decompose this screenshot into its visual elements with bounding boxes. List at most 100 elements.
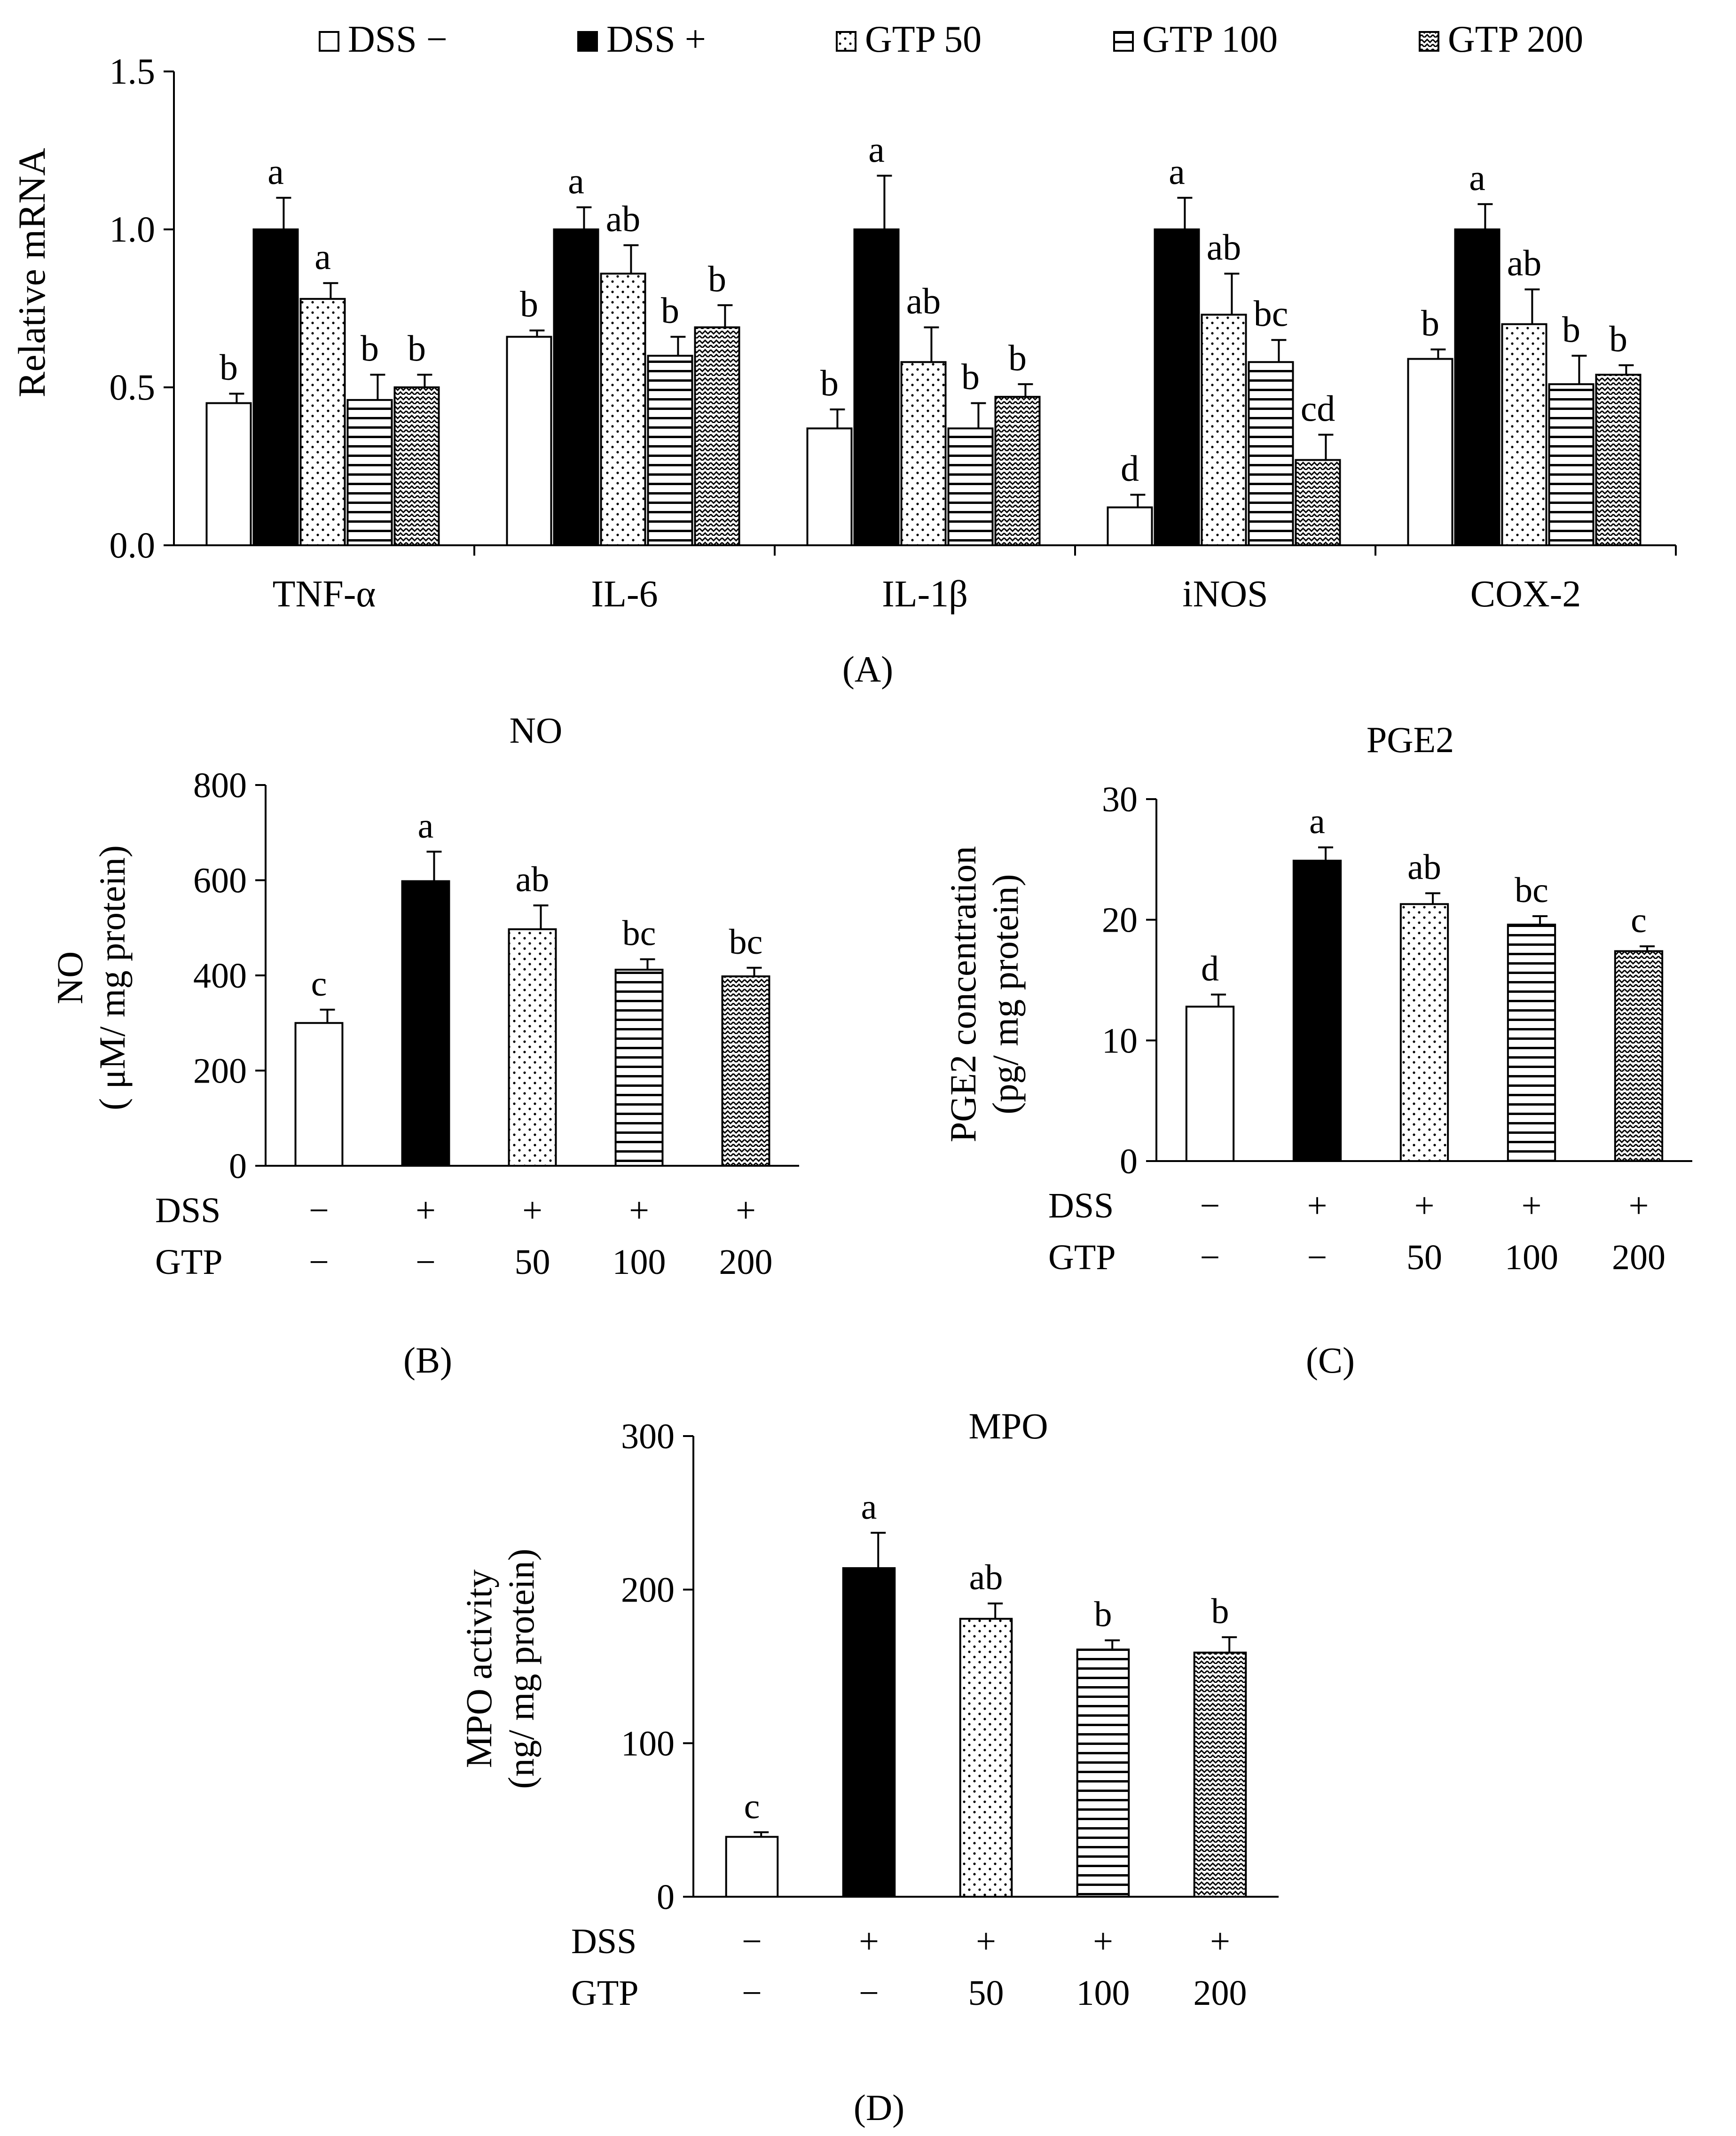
panel-d-ylabel: MPO activity <box>458 1570 499 1768</box>
panel-a-bar-3-2 <box>1201 314 1247 546</box>
panel-b-row-label-dss: DSS <box>155 1191 220 1230</box>
panel-c-gtp-value: 100 <box>1505 1238 1558 1277</box>
legend-label-gtp200: GTP 200 <box>1448 19 1583 60</box>
panel-d-significance-label-3: b <box>1094 1594 1112 1634</box>
panel-c-dss-value: + <box>1629 1186 1649 1225</box>
panel-d-gtp-value: 50 <box>968 1973 1004 2013</box>
panel-d-bar-2 <box>959 1618 1013 1898</box>
panel-d-dss-value: + <box>1093 1922 1113 1961</box>
panel-a-significance-label-1-3: b <box>661 290 679 330</box>
panel-a-category-label: IL-1β <box>882 573 968 615</box>
panel-b-bar-4 <box>721 975 770 1167</box>
panel-c-significance-label-2: ab <box>1407 848 1441 887</box>
panel-b-gtp-value: − <box>416 1242 436 1282</box>
panel-b-significance-label-1: a <box>418 806 434 846</box>
panel-a-category-label: TNF-α <box>273 573 376 615</box>
panel-a-y-tick-label: 0.5 <box>110 367 156 408</box>
panel-b-bar-3 <box>614 968 664 1167</box>
panel-d-title: MPO <box>968 1406 1048 1446</box>
panel-b-ylabel: NO <box>49 951 90 1005</box>
legend-swatch-dss-minus <box>319 31 339 52</box>
panel-a-significance-label-0-0: b <box>220 346 238 387</box>
panel-a-significance-label-3-3: bc <box>1254 293 1288 334</box>
panel-b-gtp-value: 100 <box>613 1242 666 1282</box>
panel-b-chart: NO NO ( μM/ mg protein) 0 200 400 600 800 c − −… <box>49 710 799 1282</box>
panel-c-significance-label-0: d <box>1201 949 1219 989</box>
panel-c-bar-4 <box>1614 950 1664 1162</box>
panel-a-significance-label-0-4: b <box>408 328 426 369</box>
panel-a-significance-label-0-1: a <box>267 151 284 192</box>
panel-a-caption: (A) <box>842 649 893 690</box>
panel-c-significance-label-4: c <box>1631 901 1647 940</box>
panel-c-bar-1 <box>1292 859 1342 1162</box>
legend-swatch-gtp200 <box>1419 31 1439 52</box>
panel-d-bar-1 <box>842 1567 896 1898</box>
panel-a-bar-0-4 <box>393 386 440 546</box>
panel-d-caption: (D) <box>854 2087 904 2128</box>
panel-d-row-label-gtp: GTP <box>571 1973 639 2013</box>
panel-a-significance-label-2-4: b <box>1008 337 1027 378</box>
panel-a-bar-2-4 <box>994 396 1041 546</box>
panel-a-category-label: iNOS <box>1182 573 1268 615</box>
panel-b-y-tick-label: 600 <box>193 861 247 901</box>
panel-a-significance-label-4-0: b <box>1421 302 1439 343</box>
panel-a-significance-label-0-2: a <box>314 236 331 277</box>
panel-b-significance-label-2: ab <box>516 860 550 899</box>
panel-a-bar-4-4 <box>1595 374 1642 546</box>
panel-d-dss-value: + <box>859 1922 879 1961</box>
panel-d-row-label-dss: DSS <box>571 1922 636 1961</box>
panel-d-significance-label-0: c <box>744 1787 760 1826</box>
legend-label-dss-plus: DSS + <box>606 19 706 60</box>
panel-d-significance-label-1: a <box>861 1487 877 1527</box>
panel-c-bar-3 <box>1507 923 1556 1162</box>
panel-a-bar-3-3 <box>1248 361 1294 546</box>
panel-a-bar-2-2 <box>900 361 947 546</box>
panel-a-bar-2-3 <box>947 427 994 546</box>
panel-b-significance-label-3: bc <box>622 914 656 953</box>
panel-a-category-label: COX-2 <box>1470 573 1581 615</box>
panel-a-bar-1-2 <box>600 273 646 546</box>
panel-a-y-tick-label: 0.0 <box>110 525 156 565</box>
panel-b-gtp-value: 200 <box>719 1242 773 1282</box>
panel-a-significance-label-2-0: b <box>820 362 839 403</box>
panel-d-y-tick-label: 200 <box>621 1571 675 1610</box>
panel-a-significance-label-1-4: b <box>708 258 726 299</box>
panel-c-y-tick-label: 30 <box>1102 780 1138 819</box>
panel-b-dss-value: + <box>416 1191 436 1230</box>
panel-a-significance-label-1-2: ab <box>606 198 641 239</box>
panel-c-caption: (C) <box>1306 1340 1355 1381</box>
panel-b-y-tick-label: 400 <box>193 956 247 996</box>
panel-d-gtp-value: − <box>859 1973 879 2013</box>
panel-c-row-label-gtp: GTP <box>1048 1238 1116 1277</box>
panel-a-bar-4-3 <box>1548 383 1595 547</box>
panel-c-bar-0 <box>1185 1005 1235 1162</box>
panel-c-significance-label-1: a <box>1309 802 1325 841</box>
panel-b-bar-2 <box>508 928 557 1167</box>
panel-a-significance-label-2-3: b <box>961 356 980 397</box>
panel-a-bar-4-1 <box>1454 228 1500 546</box>
panel-c-dss-value: + <box>1522 1186 1542 1225</box>
panel-b-y-tick-label: 800 <box>193 766 247 805</box>
panel-d-y-tick-label: 300 <box>621 1417 675 1456</box>
panel-d-ylabel-units: (ng/ mg protein) <box>501 1548 542 1789</box>
panel-c-chart: PGE2 PGE2 concentration (pg/ mg protein)… <box>943 719 1692 1277</box>
panel-a-significance-label-3-1: a <box>1169 151 1185 192</box>
panel-a-bar-0-1 <box>252 228 299 546</box>
panel-c-gtp-value: 200 <box>1612 1238 1665 1277</box>
panel-a-significance-label-3-2: ab <box>1207 227 1241 267</box>
panel-d-gtp-value: 100 <box>1076 1973 1130 2013</box>
panel-c-bar-2 <box>1399 903 1449 1162</box>
panel-a-significance-label-2-1: a <box>868 129 885 170</box>
panel-b-significance-label-4: bc <box>729 922 763 962</box>
panel-b-dss-value: − <box>309 1191 329 1230</box>
panel-b-title: NO <box>510 710 563 751</box>
panel-d-bar-3 <box>1076 1649 1130 1898</box>
panel-b-gtp-value: − <box>309 1242 329 1282</box>
panel-a-bar-1-4 <box>694 326 740 546</box>
panel-a-bar-0-3 <box>346 399 393 546</box>
legend-swatch-dss-plus <box>577 31 598 52</box>
panel-d-dss-value: + <box>1210 1922 1230 1961</box>
panel-c-dss-value: + <box>1414 1186 1435 1225</box>
panel-b-dss-value: + <box>736 1191 756 1230</box>
